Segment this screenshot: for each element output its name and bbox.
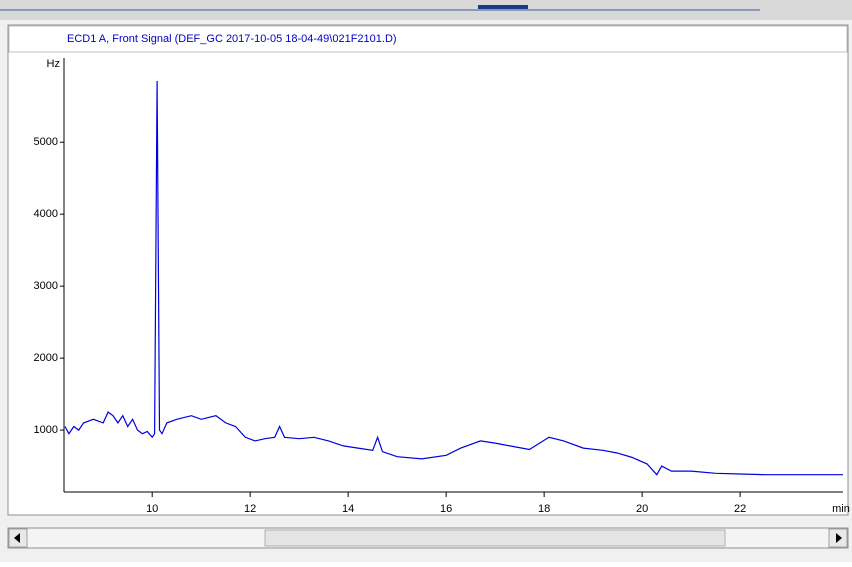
chart-title: ECD1 A, Front Signal (DEF_GC 2017-10-05 … — [67, 33, 397, 45]
x-tick-label: 10 — [146, 503, 158, 515]
x-tick-label: 12 — [244, 503, 256, 515]
chart-panel — [7, 24, 849, 516]
y-tick-label: 4000 — [34, 208, 58, 220]
chart-header — [8, 25, 848, 53]
toolbar-tab — [478, 5, 528, 9]
y-tick-label: 1000 — [34, 424, 58, 436]
x-tick-label: 22 — [734, 503, 746, 515]
x-tick-label: 18 — [538, 503, 550, 515]
y-tick-label: 5000 — [34, 136, 58, 148]
y-tick-label: 3000 — [34, 280, 58, 292]
y-unit: Hz — [47, 58, 60, 70]
x-tick-label: 20 — [636, 503, 648, 515]
x-unit: min — [832, 503, 850, 515]
scroll-thumb[interactable] — [264, 529, 726, 547]
arrow-left — [14, 533, 20, 543]
y-tick-label: 2000 — [34, 352, 58, 364]
x-tick-label: 16 — [440, 503, 452, 515]
x-tick-label: 14 — [342, 503, 354, 515]
signal-trace — [64, 80, 843, 476]
arrow-right — [836, 533, 842, 543]
